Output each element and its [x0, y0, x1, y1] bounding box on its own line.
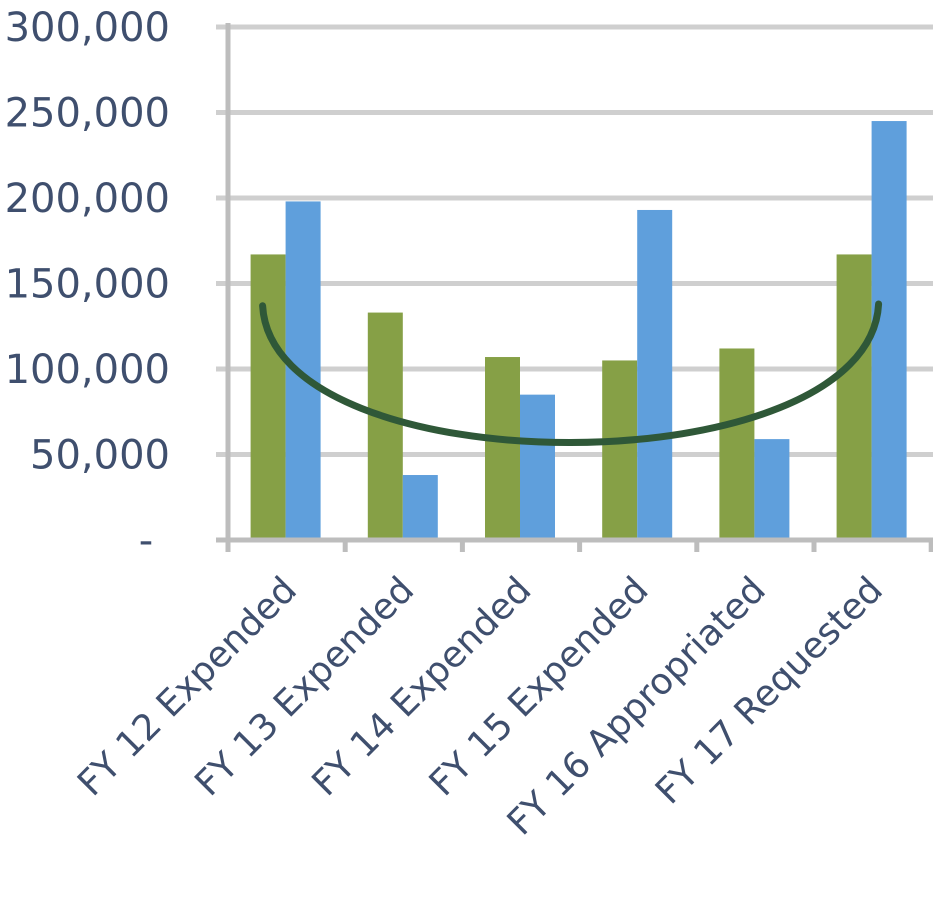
x-tick-label-3: FY 15 Expended [422, 569, 657, 804]
y-tick-label-4: 200,000 [5, 176, 170, 222]
x-tick-label-1: FY 13 Expended [187, 569, 422, 804]
annotations [259, 300, 883, 447]
bar-blue-1 [402, 475, 438, 540]
bar-blue-2 [520, 394, 555, 540]
y-tick-label-0: - [139, 518, 153, 564]
bar-green-3 [602, 360, 638, 540]
x-tick-label-0: FY 12 Expended [70, 569, 305, 804]
bar-green-2 [485, 357, 520, 540]
gridlines [216, 24, 933, 457]
y-tick-label-5: 250,000 [5, 91, 170, 137]
bars [250, 121, 907, 541]
axes [216, 23, 933, 552]
x-tick-label-2: FY 14 Expended [305, 569, 540, 804]
bar-blue-3 [637, 209, 673, 540]
trend-curve-annotation [259, 300, 883, 447]
x-tick-label-5: FY 17 Requested [648, 569, 891, 812]
bar-green-1 [367, 312, 403, 540]
bar-blue-4 [754, 439, 790, 540]
bar-green-0 [250, 254, 286, 540]
bar-green-5 [836, 254, 872, 540]
y-tick-label-1: 50,000 [30, 433, 170, 479]
y-tick-label-2: 100,000 [5, 347, 170, 393]
y-axis-tick-labels: - 50,000 100,000 150,000 200,000 250,000 300,0… [5, 5, 170, 564]
y-tick-label-3: 150,000 [5, 262, 170, 308]
bar-green-4 [719, 348, 755, 540]
y-tick-label-6: 300,000 [5, 5, 170, 51]
bar-blue-5 [871, 121, 907, 541]
bar-blue-0 [285, 201, 321, 541]
